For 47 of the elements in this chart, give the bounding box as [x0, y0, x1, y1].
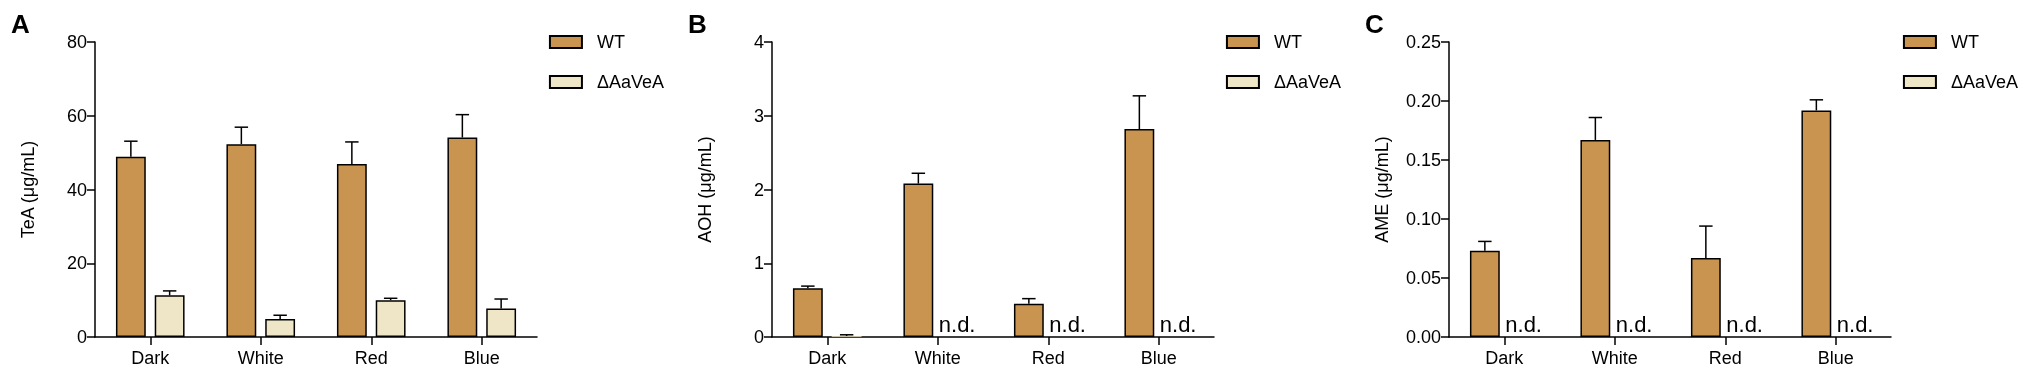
legend-label: ΔAaVeA: [1273, 72, 1342, 92]
text: n.d.: [1505, 311, 1542, 337]
x-tick-label: Red: [354, 348, 388, 368]
text: n.d.: [1836, 311, 1874, 337]
y-axis-title: AME (μg/mL): [1372, 136, 1392, 243]
y-axis-title: AOH (μg/mL): [695, 136, 715, 243]
y-tick-label: 2: [753, 179, 764, 200]
y-tick-label: 40: [66, 179, 87, 200]
y-tick-label: 0.10: [1405, 209, 1441, 229]
y-tick-label: 1: [753, 253, 764, 274]
x-tick-label: White: [914, 348, 961, 368]
x-tick-label: Blue: [1140, 348, 1177, 368]
text: n.d.: [1726, 311, 1763, 337]
text: n.d.: [1615, 311, 1653, 337]
y-tick-label: 80: [66, 32, 87, 52]
y-tick-label: 0.20: [1405, 91, 1441, 111]
y-tick-label: 0.25: [1405, 32, 1441, 52]
legend-label: ΔAaVeA: [596, 72, 665, 92]
legend-label: WT: [596, 32, 625, 52]
legend-label: ΔAaVeA: [1950, 72, 2019, 92]
x-tick-label: Blue: [463, 348, 500, 368]
text: n.d.: [938, 311, 976, 337]
legend-label: WT: [1273, 32, 1302, 52]
text: n.d.: [1049, 311, 1086, 337]
y-tick-label: 0: [753, 327, 764, 347]
x-tick-label: Dark: [131, 348, 171, 368]
x-tick-label: Dark: [1485, 348, 1525, 368]
y-tick-label: 0.05: [1405, 268, 1441, 288]
y-axis-title: TeA (μg/mL): [18, 140, 38, 239]
x-tick-label: White: [1591, 348, 1638, 368]
y-tick-label: 0: [76, 327, 87, 347]
y-tick-label: 20: [66, 253, 87, 274]
x-tick-label: Dark: [808, 348, 848, 368]
y-tick-label: 60: [66, 105, 87, 126]
chart-title: A: [11, 9, 30, 39]
y-tick-label: 0.00: [1405, 327, 1441, 347]
y-tick-label: 0.15: [1405, 150, 1441, 170]
y-tick-label: 4: [753, 32, 764, 52]
x-tick-label: Blue: [1817, 348, 1854, 368]
chart-title: B: [688, 9, 707, 39]
y-tick-label: 3: [753, 105, 764, 126]
x-tick-label: Red: [1031, 348, 1065, 368]
chart-title: C: [1365, 9, 1384, 39]
x-tick-label: White: [237, 348, 284, 368]
text: n.d.: [1159, 311, 1197, 337]
legend-label: WT: [1950, 32, 1979, 52]
x-tick-label: Red: [1708, 348, 1742, 368]
